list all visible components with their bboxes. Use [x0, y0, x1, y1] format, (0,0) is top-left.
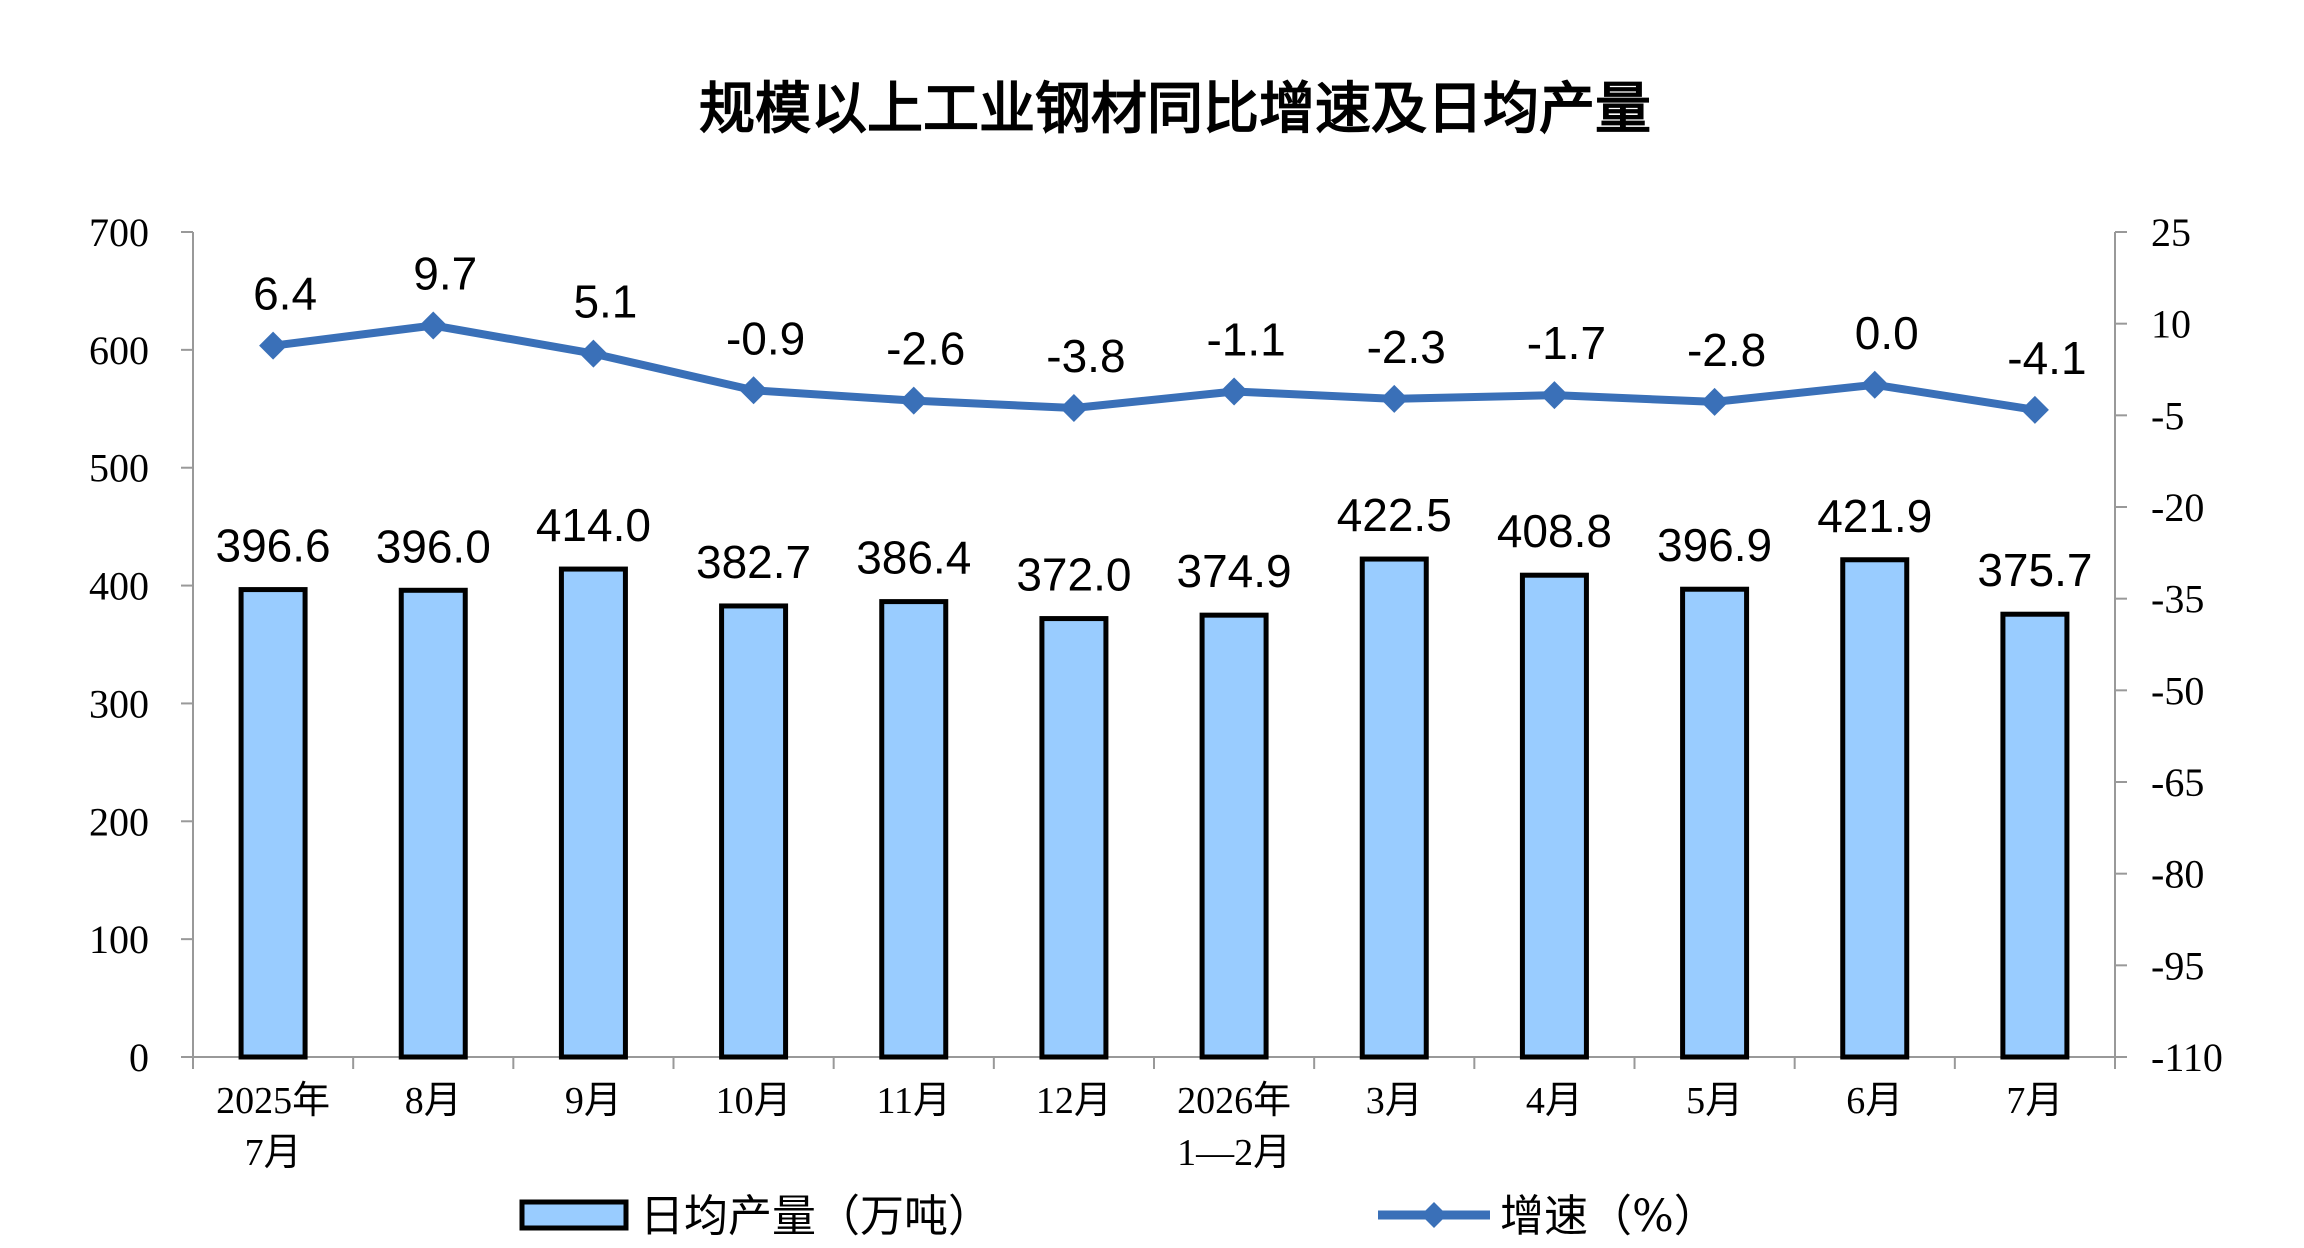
right-tick-label: -50 [2151, 668, 2204, 713]
line-data-label: -2.3 [1367, 321, 1446, 373]
bar-data-label: 374.9 [1177, 545, 1292, 597]
line-data-label: -2.8 [1687, 324, 1766, 376]
line-point [579, 339, 608, 368]
right-tick-label: -20 [2151, 485, 2204, 530]
x-tick-label: 12月 [1036, 1080, 1112, 1122]
line-data-label: -1.1 [1206, 314, 1285, 366]
bar [558, 566, 628, 1060]
line-point [419, 311, 448, 340]
line-data-label: -4.1 [2007, 332, 2086, 384]
left-tick-label: 0 [129, 1035, 149, 1080]
left-tick-label: 700 [89, 210, 149, 255]
x-tick-label: 2026年 1—2月 [1177, 1080, 1291, 1174]
legend-bar-label: 日均产量（万吨） [640, 1191, 992, 1242]
bar [719, 603, 789, 1060]
line-point [1220, 377, 1249, 406]
line-point [1380, 384, 1409, 413]
bar-data-label: 386.4 [856, 532, 971, 584]
line-data-label: -2.6 [886, 323, 965, 375]
bar-data-label: 414.0 [536, 499, 651, 551]
right-tick-label: 25 [2151, 210, 2191, 255]
x-tick-label: 8月 [405, 1080, 462, 1122]
line-point [1059, 394, 1088, 422]
right-tick-label: -5 [2151, 393, 2184, 438]
left-tick-label: 600 [89, 328, 149, 373]
bar [1519, 572, 1589, 1060]
growth-line [272, 321, 2036, 414]
bar-data-label: 396.6 [216, 520, 331, 572]
x-tick-label: 11月 [876, 1080, 951, 1122]
bar [1039, 616, 1109, 1060]
right-tick-label: -65 [2151, 760, 2204, 805]
right-tick-label: -110 [2151, 1035, 2223, 1080]
x-tick-label: 6月 [1846, 1080, 1903, 1122]
chart-title: 规模以上工业钢材同比增速及日均产量 [699, 77, 1651, 142]
line-data-label: 9.7 [413, 248, 477, 300]
left-tick-label: 300 [89, 681, 149, 726]
line-data-label: 6.4 [253, 268, 317, 320]
line-data-label: 5.1 [573, 276, 637, 328]
left-tick-label: 100 [89, 917, 149, 962]
legend-line-marker [1421, 1202, 1447, 1228]
bar-data-label: 422.5 [1337, 489, 1452, 541]
right-tick-label: -35 [2151, 577, 2204, 622]
right-tick-label: -95 [2151, 943, 2204, 988]
line-point [259, 331, 288, 360]
x-tick-label: 5月 [1686, 1080, 1743, 1122]
left-tick-label: 400 [89, 564, 149, 609]
line-data-label: -1.7 [1527, 317, 1606, 369]
x-tick-label: 4月 [1526, 1080, 1583, 1122]
right-tick-label: 10 [2151, 302, 2191, 347]
left-tick-label: 200 [89, 799, 149, 844]
bar-data-label: 396.9 [1657, 519, 1772, 571]
bar [1840, 557, 1910, 1060]
line-point [1860, 370, 1889, 399]
right-tick-label: -80 [2151, 852, 2204, 897]
x-tick-label: 9月 [565, 1080, 622, 1122]
line-data-label: -3.8 [1046, 330, 1125, 382]
line-data-label: 0.0 [1855, 307, 1919, 359]
legend-line-label: 增速（%） [1500, 1191, 1718, 1242]
bar-data-label: 396.0 [376, 520, 491, 572]
line-point [2020, 395, 2049, 424]
legend-bar-swatch [519, 1199, 629, 1231]
line-point [899, 386, 928, 415]
x-tick-label: 2025年 7月 [216, 1080, 330, 1174]
line-data-label: -0.9 [726, 312, 805, 364]
bar-data-label: 375.7 [1977, 544, 2092, 596]
plot-area: 0 100 200 300 400 500 600 700 25 10 -5 -20 -35 -50 -65… [89, 210, 2223, 1174]
bar [398, 587, 468, 1060]
x-tick-label: 3月 [1366, 1080, 1423, 1122]
bar [238, 587, 308, 1060]
x-tick-label: 7月 [2006, 1080, 2063, 1122]
x-tick-label: 10月 [716, 1080, 792, 1122]
bar [1199, 612, 1269, 1060]
bar [879, 599, 949, 1060]
bar-data-label: 421.9 [1817, 490, 1932, 542]
bar [1680, 586, 1750, 1060]
bar-data-label: 408.8 [1497, 505, 1612, 557]
line-point [1700, 387, 1729, 416]
bar [2000, 611, 2070, 1060]
bar-data-label: 382.7 [696, 536, 811, 588]
line-point [739, 376, 768, 405]
left-tick-label: 500 [89, 446, 149, 491]
bar [1359, 556, 1429, 1060]
legend: 日均产量（万吨） 增速（%） [519, 1191, 1718, 1242]
line-point [1540, 381, 1569, 410]
bar-data-label: 372.0 [1016, 549, 1131, 601]
